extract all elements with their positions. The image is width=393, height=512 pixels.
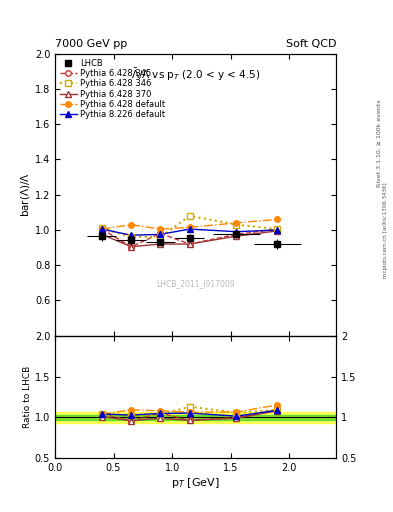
Bar [55,415,336,420]
X-axis label: p$_T$ [GeV]: p$_T$ [GeV] [171,476,220,490]
Text: Rivet 3.1.10, ≥ 100k events: Rivet 3.1.10, ≥ 100k events [377,99,382,187]
Text: $\bar{\Lambda}/\Lambda$ vs p$_T$ (2.0 < y < 4.5): $\bar{\Lambda}/\Lambda$ vs p$_T$ (2.0 < … [131,67,260,82]
Legend: LHCB, Pythia 6.428 345, Pythia 6.428 346, Pythia 6.428 370, Pythia 6.428 default: LHCB, Pythia 6.428 345, Pythia 6.428 346… [57,56,168,121]
Text: LHCB_2011_I917009: LHCB_2011_I917009 [156,279,235,288]
Text: Soft QCD: Soft QCD [286,39,336,49]
Text: mcplots.cern.ch [arXiv:1306.3436]: mcplots.cern.ch [arXiv:1306.3436] [384,183,388,278]
Y-axis label: Ratio to LHCB: Ratio to LHCB [23,366,32,428]
Y-axis label: bar($\Lambda$)/$\Lambda$: bar($\Lambda$)/$\Lambda$ [19,172,32,217]
Bar [55,412,336,423]
Text: 7000 GeV pp: 7000 GeV pp [55,39,127,49]
